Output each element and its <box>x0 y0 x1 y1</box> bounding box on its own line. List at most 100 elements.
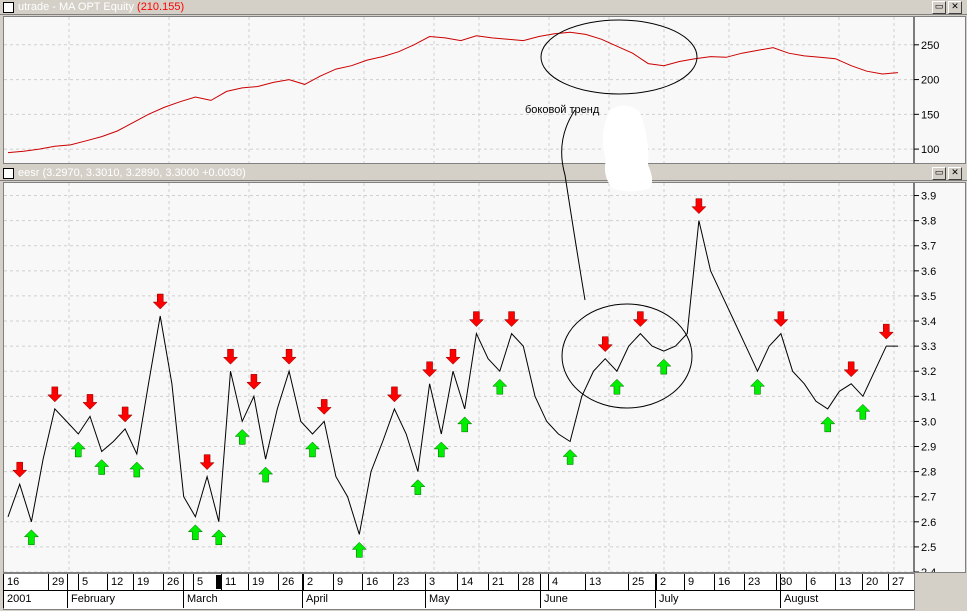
time-axis-day-separator <box>585 574 586 590</box>
time-axis-month-separator <box>183 574 184 608</box>
close-button[interactable]: ✕ <box>948 1 962 14</box>
buy-signal-icon <box>234 429 250 445</box>
time-axis-day-label: 23 <box>397 576 410 588</box>
sell-signal-icon <box>597 336 613 353</box>
buy-signal-icon <box>129 461 145 478</box>
time-axis-month-label: February <box>71 593 116 605</box>
close-button[interactable]: ✕ <box>948 167 962 180</box>
buy-signal-icon <box>70 441 86 458</box>
time-axis-day-separator <box>333 574 334 590</box>
time-axis-month-separator <box>780 574 781 608</box>
time-axis-month-label: August <box>784 593 819 605</box>
buy-signal-icon <box>304 441 321 458</box>
buy-arrow-shape <box>94 459 110 475</box>
time-axis-day-separator <box>744 574 745 590</box>
pane-menu-icon[interactable] <box>3 168 14 179</box>
time-axis-day-separator <box>362 574 363 590</box>
time-axis-day-label: 25 <box>632 576 645 588</box>
sell-signal-icon <box>773 311 789 327</box>
time-axis-day-separator <box>488 574 489 590</box>
sell-arrow-shape <box>421 361 438 378</box>
buy-signal-icon <box>187 524 203 541</box>
time-axis: 16 29 5 12 19 26 5 11 19 26 2 9 16 23 3 14 21 28 4 13 25 2 9 16… <box>3 573 915 610</box>
sell-signal-icon <box>468 311 485 327</box>
buy-arrow-shape <box>234 429 250 445</box>
time-axis-day-separator <box>221 574 222 590</box>
time-axis-day-label: 12 <box>111 576 124 588</box>
sell-signal-icon <box>503 311 520 327</box>
sell-arrow-shape <box>843 361 859 378</box>
time-axis-day-label: 11 <box>225 576 237 588</box>
price-ytick-label: 2.4 <box>921 567 936 572</box>
price-pane-titlebar[interactable]: eesr (3.2970, 3.3010, 3.2890, 3.3000 +0.… <box>0 166 967 181</box>
time-axis-day-separator <box>684 574 685 590</box>
equity-title-value: (210.155) <box>137 1 185 13</box>
equity-ytick-label: 100 <box>921 144 939 156</box>
buy-signal-icon <box>410 479 426 495</box>
buy-arrow-shape <box>609 378 625 395</box>
sell-arrow-shape <box>12 461 28 478</box>
price-ytick-label: 3.1 <box>921 391 936 403</box>
buy-signal-icon <box>820 416 836 433</box>
time-axis-cursor-marker[interactable] <box>216 575 221 589</box>
time-axis-day-separator <box>107 574 108 590</box>
time-axis-day-separator <box>548 574 549 590</box>
time-axis-day-label: 16 <box>718 576 731 588</box>
price-plot-area: 3.9 3.8 3.7 3.6 3.5 3.4 3.3 3.2 3.1 3.0 2.9 2.8 2.7 2… <box>3 182 966 573</box>
price-pane: eesr (3.2970, 3.3010, 3.2890, 3.3000 +0.… <box>0 166 967 573</box>
pane-menu-icon[interactable] <box>3 2 14 13</box>
sell-arrow-shape <box>773 311 789 327</box>
equity-pane-titlebar[interactable]: utrade - MA OPT Equity (210.155) ▭ ✕ <box>0 0 967 15</box>
sell-arrow-shape <box>222 348 239 365</box>
time-axis-day-label: 4 <box>552 576 559 588</box>
sell-signal-icon <box>316 399 332 415</box>
buy-arrow-shape <box>351 542 367 558</box>
buy-signal-icon <box>492 378 508 395</box>
time-axis-day-separator <box>193 574 194 590</box>
time-axis-day-label: 19 <box>137 576 150 588</box>
equity-title-prefix: utrade - MA OPT Equity <box>18 1 134 13</box>
sell-signal-icon <box>199 454 215 470</box>
sell-signal-icon <box>281 348 297 365</box>
buy-arrow-shape <box>656 358 672 375</box>
time-axis-day-label: 21 <box>492 576 505 588</box>
price-ytick-label: 2.8 <box>921 467 936 479</box>
buy-arrow-shape <box>410 479 426 495</box>
time-axis-day-label: 13 <box>589 576 602 588</box>
sell-signal-icon <box>117 406 133 423</box>
time-axis-day-label: 6 <box>810 576 817 588</box>
price-ytick-label: 2.9 <box>921 442 936 454</box>
buy-arrow-shape <box>70 441 86 458</box>
sell-signal-icon <box>445 348 461 365</box>
price-ytick-label: 3.5 <box>921 291 936 303</box>
price-chart: 3.9 3.8 3.7 3.6 3.5 3.4 3.3 3.2 3.1 3.0 2.9 2.8 2.7 2… <box>4 183 936 572</box>
maximize-button[interactable]: ▭ <box>932 1 946 14</box>
time-axis-month-separator <box>655 574 656 608</box>
price-ytick-label: 2.7 <box>921 492 936 504</box>
buy-signal-icon <box>855 403 871 420</box>
time-axis-day-separator <box>393 574 394 590</box>
buy-arrow-shape <box>492 378 508 395</box>
sell-arrow-shape <box>47 386 63 403</box>
buy-arrow-shape <box>855 403 871 420</box>
sell-arrow-shape <box>632 311 648 327</box>
sell-arrow-shape <box>386 386 403 403</box>
time-axis-day-label: 3 <box>429 576 436 588</box>
sell-signal-icon <box>878 323 894 340</box>
sell-signal-icon <box>691 198 707 214</box>
time-axis-day-separator <box>278 574 279 590</box>
time-axis-day-label: 14 <box>461 576 474 588</box>
buy-signal-icon <box>609 378 625 395</box>
sell-signal-icon <box>843 361 859 378</box>
equity-ytick-label: 150 <box>921 109 939 121</box>
buy-arrow-shape <box>187 524 203 541</box>
time-axis-day-label: 5 <box>197 576 204 588</box>
maximize-button[interactable]: ▭ <box>932 167 946 180</box>
time-axis-day-label: 16 <box>366 576 379 588</box>
time-axis-month-label: April <box>306 593 329 605</box>
sell-signal-icon <box>82 394 98 410</box>
time-axis-day-label: 20 <box>866 576 879 588</box>
time-axis-month-separator <box>540 574 541 608</box>
price-ytick-label: 3.8 <box>921 216 936 228</box>
time-axis-day-separator <box>806 574 807 590</box>
